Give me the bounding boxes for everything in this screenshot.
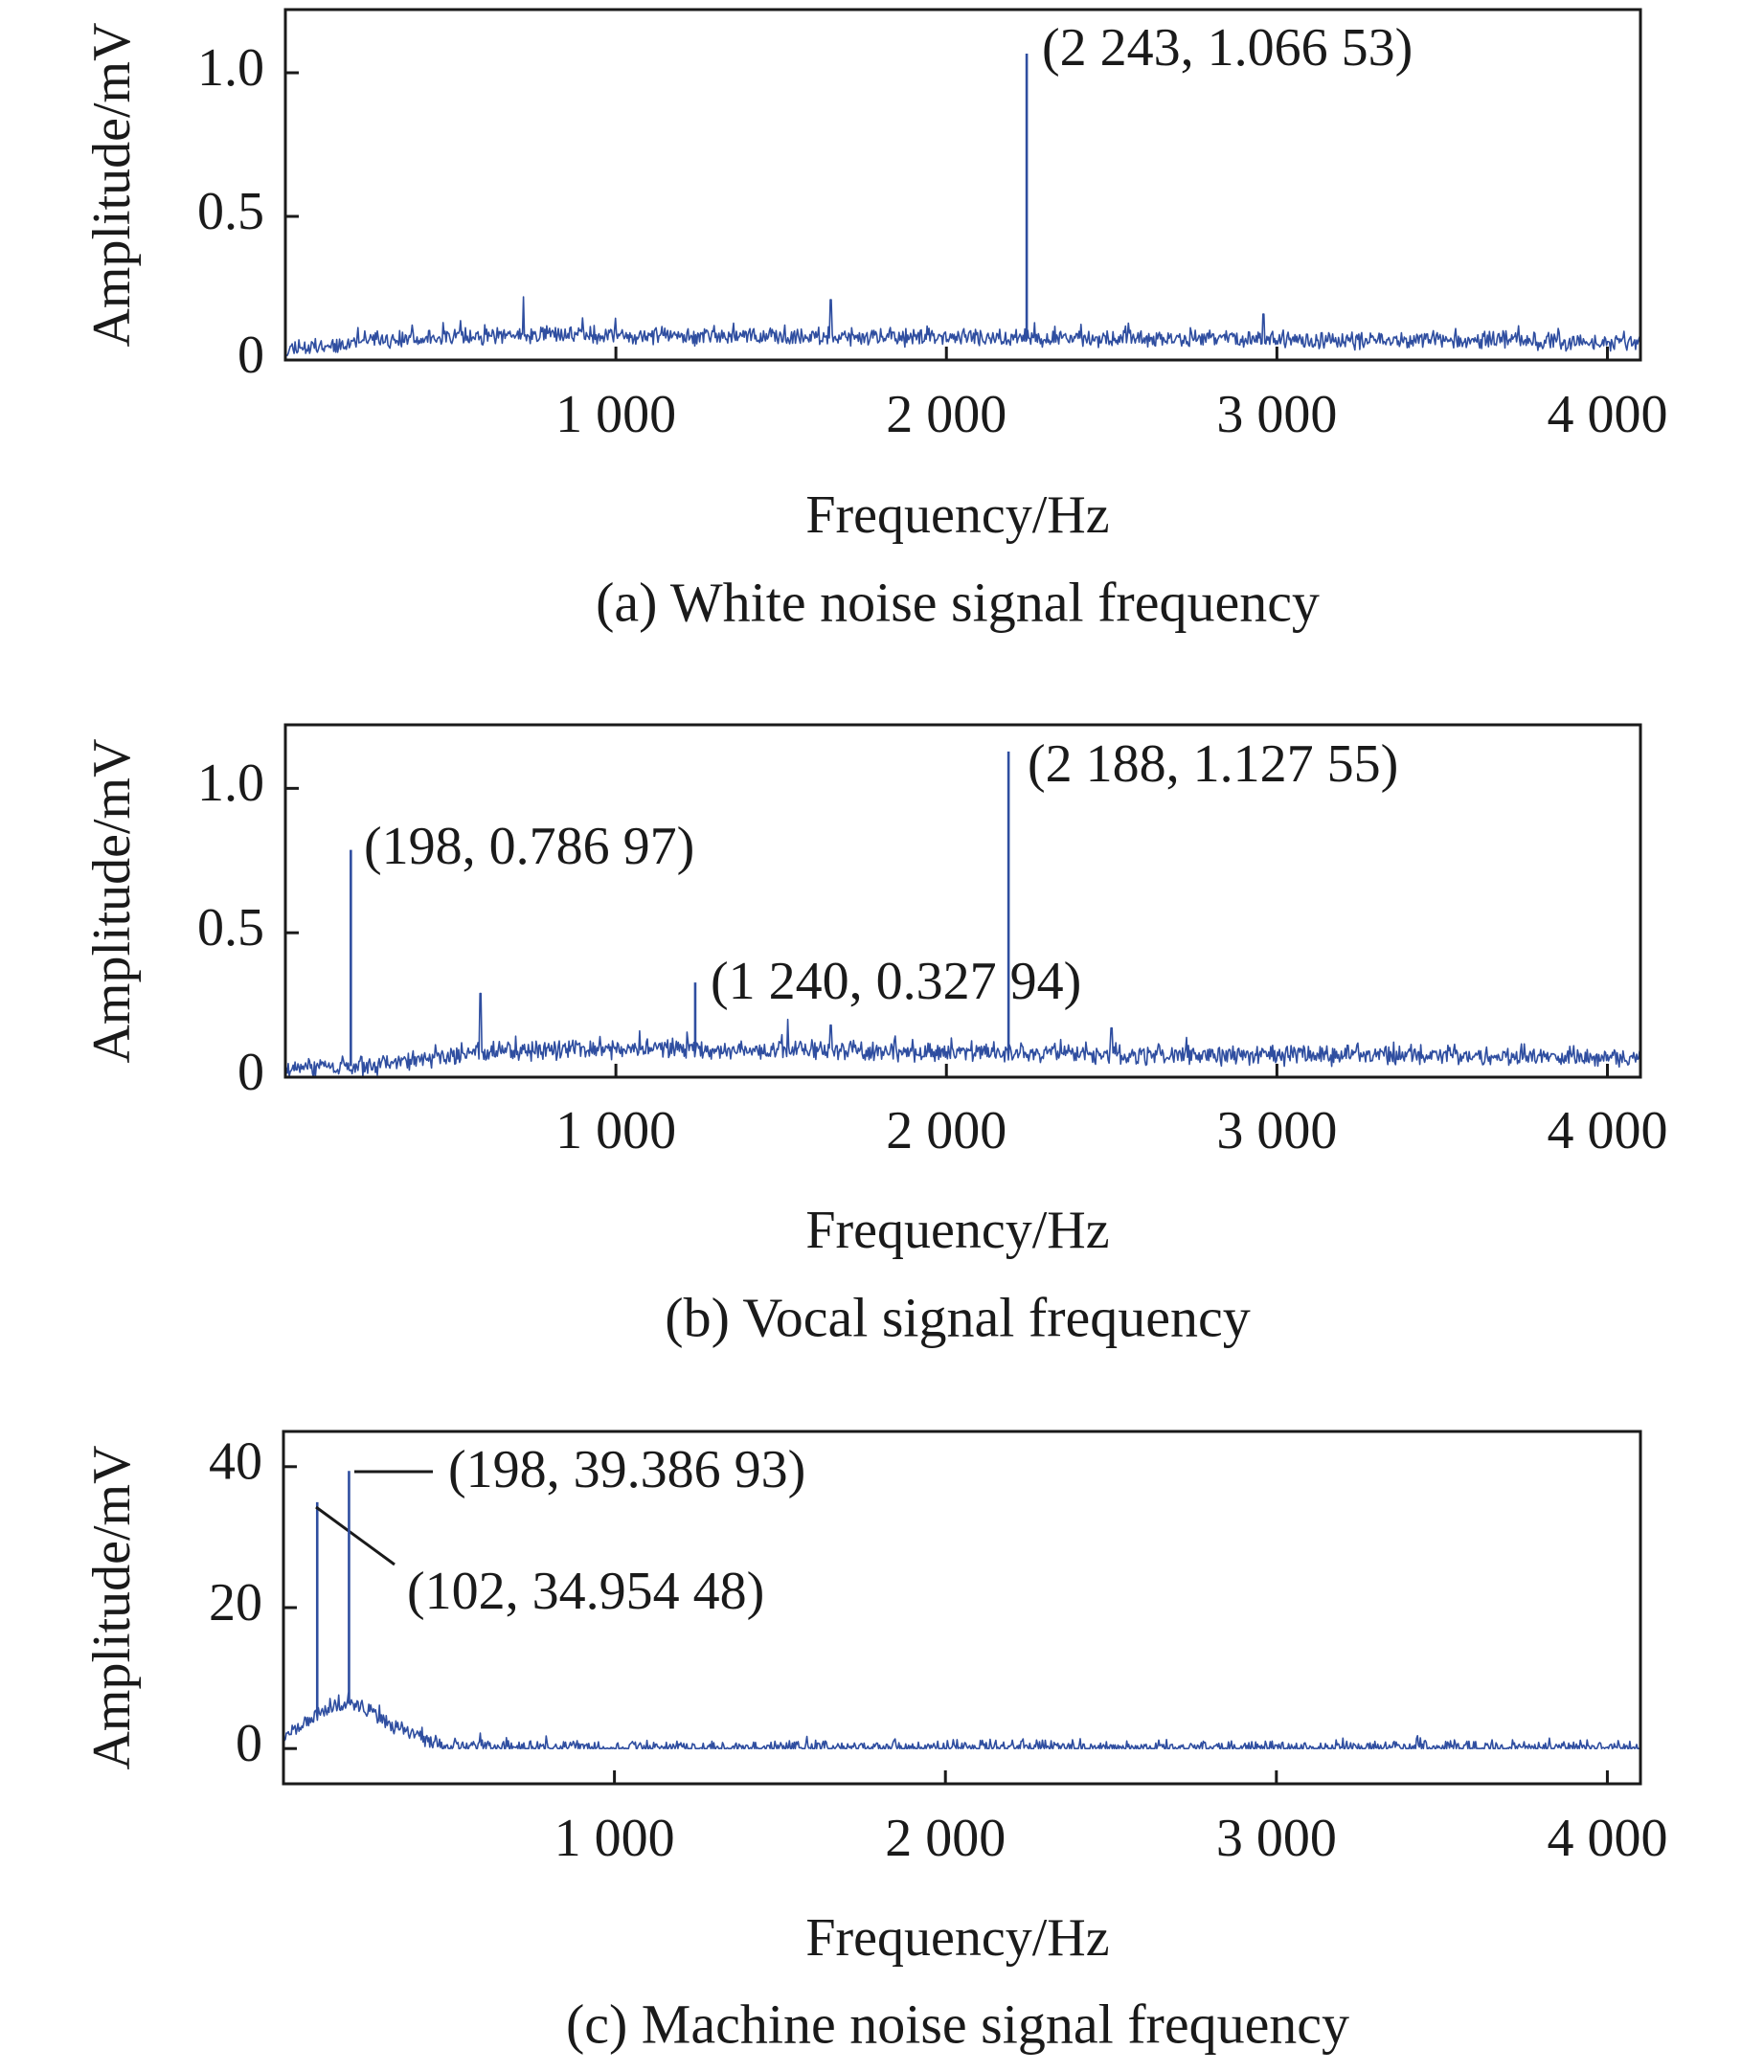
- y-axis-title-b: Amplitude/mV: [82, 738, 142, 1063]
- peak-label-a-0: (2 243, 1.066 53): [1042, 18, 1413, 78]
- y-tick-label-a-2: 1.0: [197, 38, 264, 98]
- y-tick-label-a-1: 0.5: [197, 182, 264, 241]
- x-axis-title-c: Frequency/Hz: [805, 1908, 1109, 1968]
- spectrum-line-c: [283, 1692, 1640, 1749]
- x-axis-title-b: Frequency/Hz: [805, 1201, 1109, 1260]
- plot-frame-a: [283, 8, 1642, 362]
- peak-label-b-0: (198, 0.786 97): [364, 817, 694, 876]
- x-tick-label-b-2: 3 000: [1216, 1101, 1337, 1160]
- y-tick-label-c-0: 0: [236, 1714, 262, 1773]
- spectrum-line-b: [284, 992, 1641, 1078]
- y-axis-title-a: Amplitude/mV: [82, 22, 142, 347]
- y-tick-label-b-1: 0.5: [197, 898, 264, 957]
- x-tick-label-c-1: 2 000: [885, 1809, 1006, 1868]
- x-tick-label-a-1: 2 000: [886, 385, 1006, 444]
- x-tick-label-c-3: 4 000: [1547, 1809, 1667, 1868]
- y-tick-label-b-2: 1.0: [197, 754, 264, 813]
- y-tick-label-c-2: 40: [209, 1432, 262, 1492]
- chart-b: (198, 0.786 97) (1 240, 0.327 94) (2 188, …: [82, 723, 1667, 1348]
- peak-label-b-1: (1 240, 0.327 94): [711, 952, 1081, 1011]
- peak-label-c-0: (102, 34.954 48): [407, 1562, 764, 1621]
- x-tick-label-a-3: 4 000: [1547, 385, 1667, 444]
- caption-c: (c) Machine noise signal frequency: [566, 1993, 1349, 2055]
- x-tick-label-b-3: 4 000: [1547, 1101, 1667, 1160]
- x-axis-title-a: Frequency/Hz: [805, 485, 1109, 545]
- x-tick-label-a-0: 1 000: [555, 385, 676, 444]
- y-tick-label-b-0: 0: [237, 1043, 264, 1102]
- caption-a: (a) White noise signal frequency: [596, 571, 1320, 633]
- peak-label-c-1: (198, 39.386 93): [448, 1440, 805, 1499]
- chart-a: (2 243, 1.066 53) 0 0.5 1.0 1 000 2 000 3 000 4…: [82, 8, 1667, 633]
- x-tick-label-b-1: 2 000: [886, 1101, 1006, 1160]
- caption-b: (b) Vocal signal frequency: [665, 1286, 1251, 1348]
- peak-label-b-2: (2 188, 1.127 55): [1028, 734, 1398, 794]
- y-tick-label-a-0: 0: [237, 326, 264, 385]
- x-tick-label-a-2: 3 000: [1216, 385, 1337, 444]
- chart-c: (102, 34.954 48) (198, 39.386 93) 0 20 40 1 0…: [82, 1430, 1667, 2055]
- x-tick-label-b-0: 1 000: [555, 1101, 676, 1160]
- plot-frame-b: [283, 723, 1642, 1079]
- spectrum-line-a: [284, 296, 1641, 357]
- y-axis-title-c: Amplitude/mV: [82, 1445, 142, 1769]
- x-tick-label-c-0: 1 000: [554, 1809, 675, 1868]
- y-tick-label-c-1: 20: [209, 1573, 262, 1633]
- x-tick-label-c-2: 3 000: [1216, 1809, 1337, 1868]
- peak-leader-c-0: [315, 1505, 396, 1566]
